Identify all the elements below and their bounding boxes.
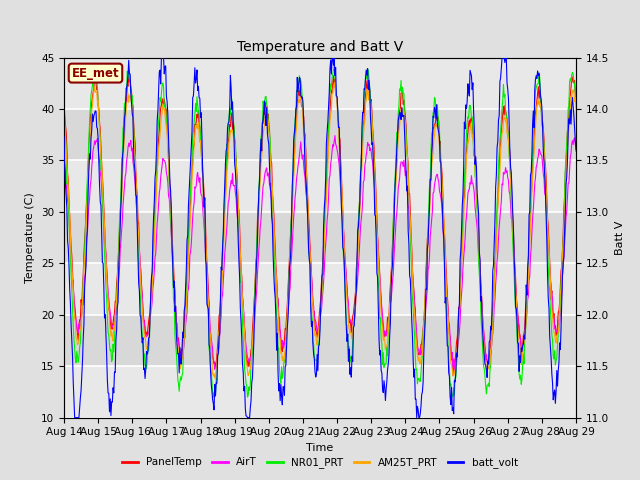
- Y-axis label: Batt V: Batt V: [614, 220, 625, 255]
- Bar: [64, 315, 576, 366]
- Bar: [64, 109, 576, 160]
- Bar: [64, 264, 576, 315]
- Bar: [64, 160, 576, 212]
- Bar: [64, 58, 576, 109]
- Title: Temperature and Batt V: Temperature and Batt V: [237, 40, 403, 54]
- Legend: PanelTemp, AirT, NR01_PRT, AM25T_PRT, batt_volt: PanelTemp, AirT, NR01_PRT, AM25T_PRT, ba…: [118, 453, 522, 472]
- Y-axis label: Temperature (C): Temperature (C): [26, 192, 35, 283]
- X-axis label: Time: Time: [307, 443, 333, 453]
- Text: EE_met: EE_met: [72, 67, 119, 80]
- Bar: [64, 366, 576, 418]
- Bar: [64, 212, 576, 264]
